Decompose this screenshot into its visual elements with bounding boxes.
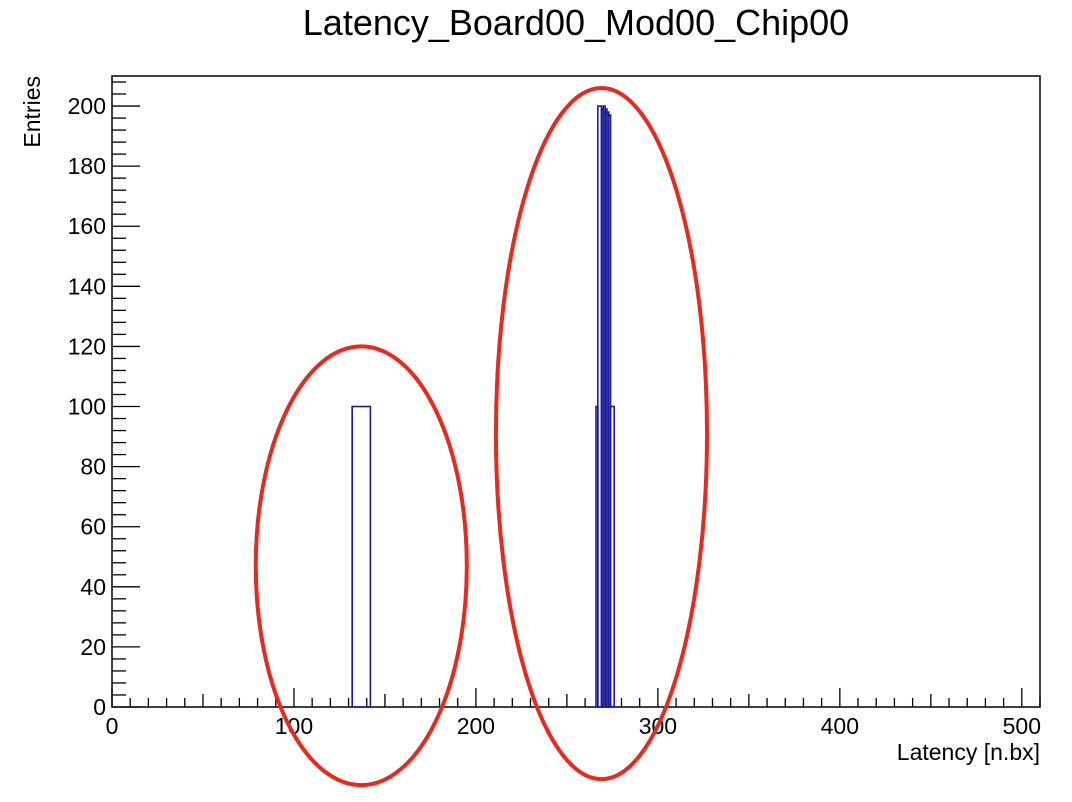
x-axis: 0 100 200 300 400 500 <box>106 688 1041 739</box>
annotations <box>253 86 710 788</box>
chart-title: Latency_Board00_Mod00_Chip00 <box>302 2 850 43</box>
histogram-series <box>351 105 616 708</box>
plot-frame <box>111 75 1041 708</box>
x-axis-label: Latency [n.bx] <box>897 739 1040 765</box>
y-tick-label: 60 <box>80 514 106 540</box>
x-tick-label: 400 <box>821 713 859 739</box>
x-tick-label: 200 <box>457 713 495 739</box>
y-axis: 0 20 40 60 80 100 120 140 160 180 200 <box>68 81 140 720</box>
x-tick-label: 500 <box>1003 713 1041 739</box>
y-tick-label: 100 <box>68 394 106 420</box>
x-tick-label: 0 <box>106 713 119 739</box>
y-tick-label: 200 <box>68 93 106 119</box>
y-tick-label: 80 <box>80 454 106 480</box>
y-tick-label: 160 <box>68 213 106 239</box>
annotation-ellipse <box>493 86 710 782</box>
annotation-ellipse <box>253 344 469 788</box>
y-tick-label: 120 <box>68 333 106 359</box>
histogram-bin <box>609 405 616 708</box>
y-axis-label: Entries <box>19 76 45 148</box>
y-tick-label: 40 <box>80 574 106 600</box>
y-tick-label: 0 <box>93 694 106 720</box>
y-tick-label: 140 <box>68 273 106 299</box>
y-tick-label: 20 <box>80 634 106 660</box>
y-tick-label: 180 <box>68 153 106 179</box>
histogram-bin <box>351 405 372 708</box>
